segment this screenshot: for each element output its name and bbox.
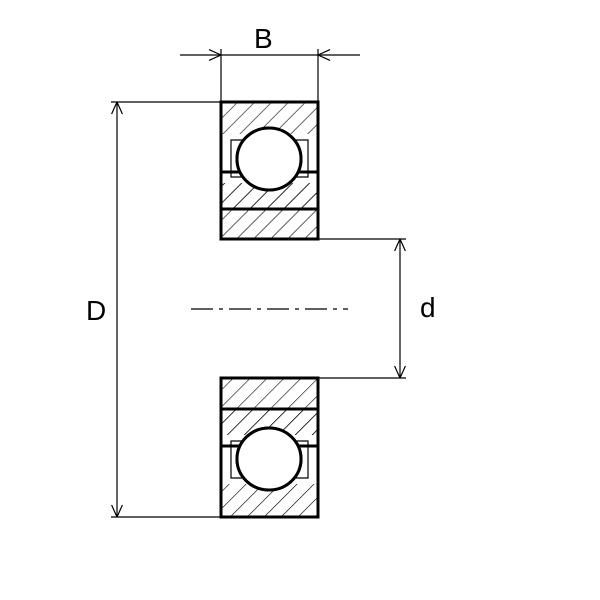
- dimension-label-width: B: [254, 23, 273, 54]
- bearing-cross-section-diagram: B Dd: [0, 0, 600, 600]
- dimension-label-inner-diameter: d: [420, 292, 436, 323]
- dimension-label-outer-diameter: D: [86, 295, 106, 326]
